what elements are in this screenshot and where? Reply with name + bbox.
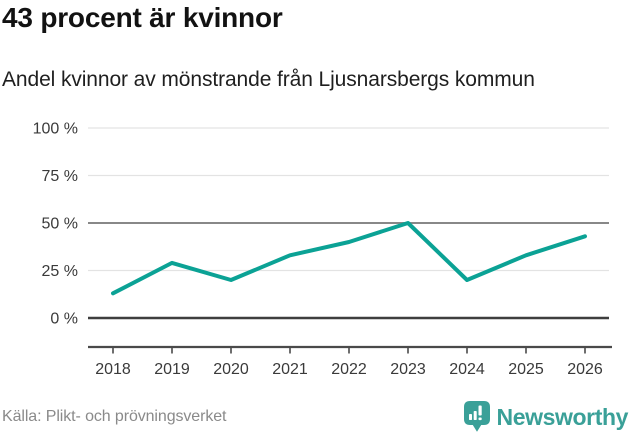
x-axis-tick-label: 2018 — [95, 361, 131, 378]
newsworthy-logo: Newsworthy — [463, 401, 629, 433]
x-axis-tick-label: 2021 — [272, 361, 308, 378]
chart-footer: Källa: Plikt- och prövningsverket Newswo… — [2, 401, 628, 433]
line-chart: 0 % 25 % 50 % 75 % 100 % 2018 2019 2020 2021 2022… — [33, 121, 612, 378]
y-axis-tick-label: 100 % — [33, 121, 78, 138]
data-line — [111, 221, 587, 296]
x-axis-tick-label: 2022 — [331, 361, 367, 378]
newsworthy-badge-icon — [463, 401, 490, 432]
source-note: Källa: Plikt- och prövningsverket — [2, 408, 227, 425]
x-axis-tick-label: 2020 — [213, 361, 249, 378]
exclamation-glyph — [478, 405, 482, 416]
x-axis-tick-label: 2024 — [449, 361, 485, 378]
y-axis-tick-label: 25 % — [42, 263, 78, 280]
page-title: 43 procent är kvinnor — [2, 2, 283, 33]
y-axis-tick-label: 50 % — [42, 216, 78, 233]
bar-chart-glyph — [468, 414, 472, 420]
y-axis-tick-label: 0 % — [50, 311, 78, 328]
x-axis-tick-label: 2023 — [390, 361, 426, 378]
x-axis-tick-label: 2026 — [567, 361, 603, 378]
chart-subtitle: Andel kvinnor av mönstrande från Ljusnar… — [2, 68, 535, 91]
brand-wordmark: Newsworthy — [496, 403, 629, 430]
x-axis-tick-label: 2025 — [508, 361, 544, 378]
y-axis-tick-label: 75 % — [42, 168, 78, 185]
x-axis-tick-label: 2019 — [154, 361, 190, 378]
